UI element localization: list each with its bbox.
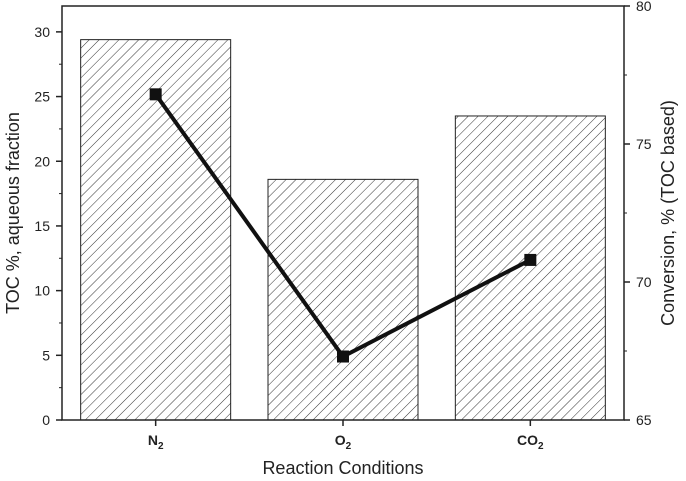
left-tick-label: 10	[34, 283, 50, 299]
left-tick-label: 15	[34, 218, 50, 234]
x-tick-label-0: N2	[148, 432, 164, 452]
left-tick-label: 5	[42, 347, 50, 363]
left-tick-label: 20	[34, 153, 50, 169]
x-tick-label-1: O2	[335, 432, 352, 452]
right-tick-label: 70	[636, 274, 652, 290]
y-axis-title-left: TOC %, aqueous fraction	[3, 112, 23, 314]
right-tick-label: 80	[636, 0, 652, 14]
conversion-marker-1	[337, 350, 349, 363]
left-tick-label: 0	[42, 412, 50, 428]
x-tick-label-2: CO2	[517, 432, 544, 452]
left-tick-label: 30	[34, 24, 50, 40]
bar-1	[267, 178, 419, 421]
x-axis-title: Reaction Conditions	[262, 458, 423, 478]
conversion-marker-0	[149, 88, 162, 101]
right-tick-label: 75	[636, 136, 652, 152]
right-tick-label: 65	[636, 412, 652, 428]
bar-2	[454, 115, 606, 421]
y-axis-title-right: Conversion, % (TOC based)	[658, 100, 678, 326]
left-tick-label: 25	[34, 89, 50, 105]
conversion-marker-2	[524, 253, 537, 266]
bar-0	[80, 39, 232, 421]
